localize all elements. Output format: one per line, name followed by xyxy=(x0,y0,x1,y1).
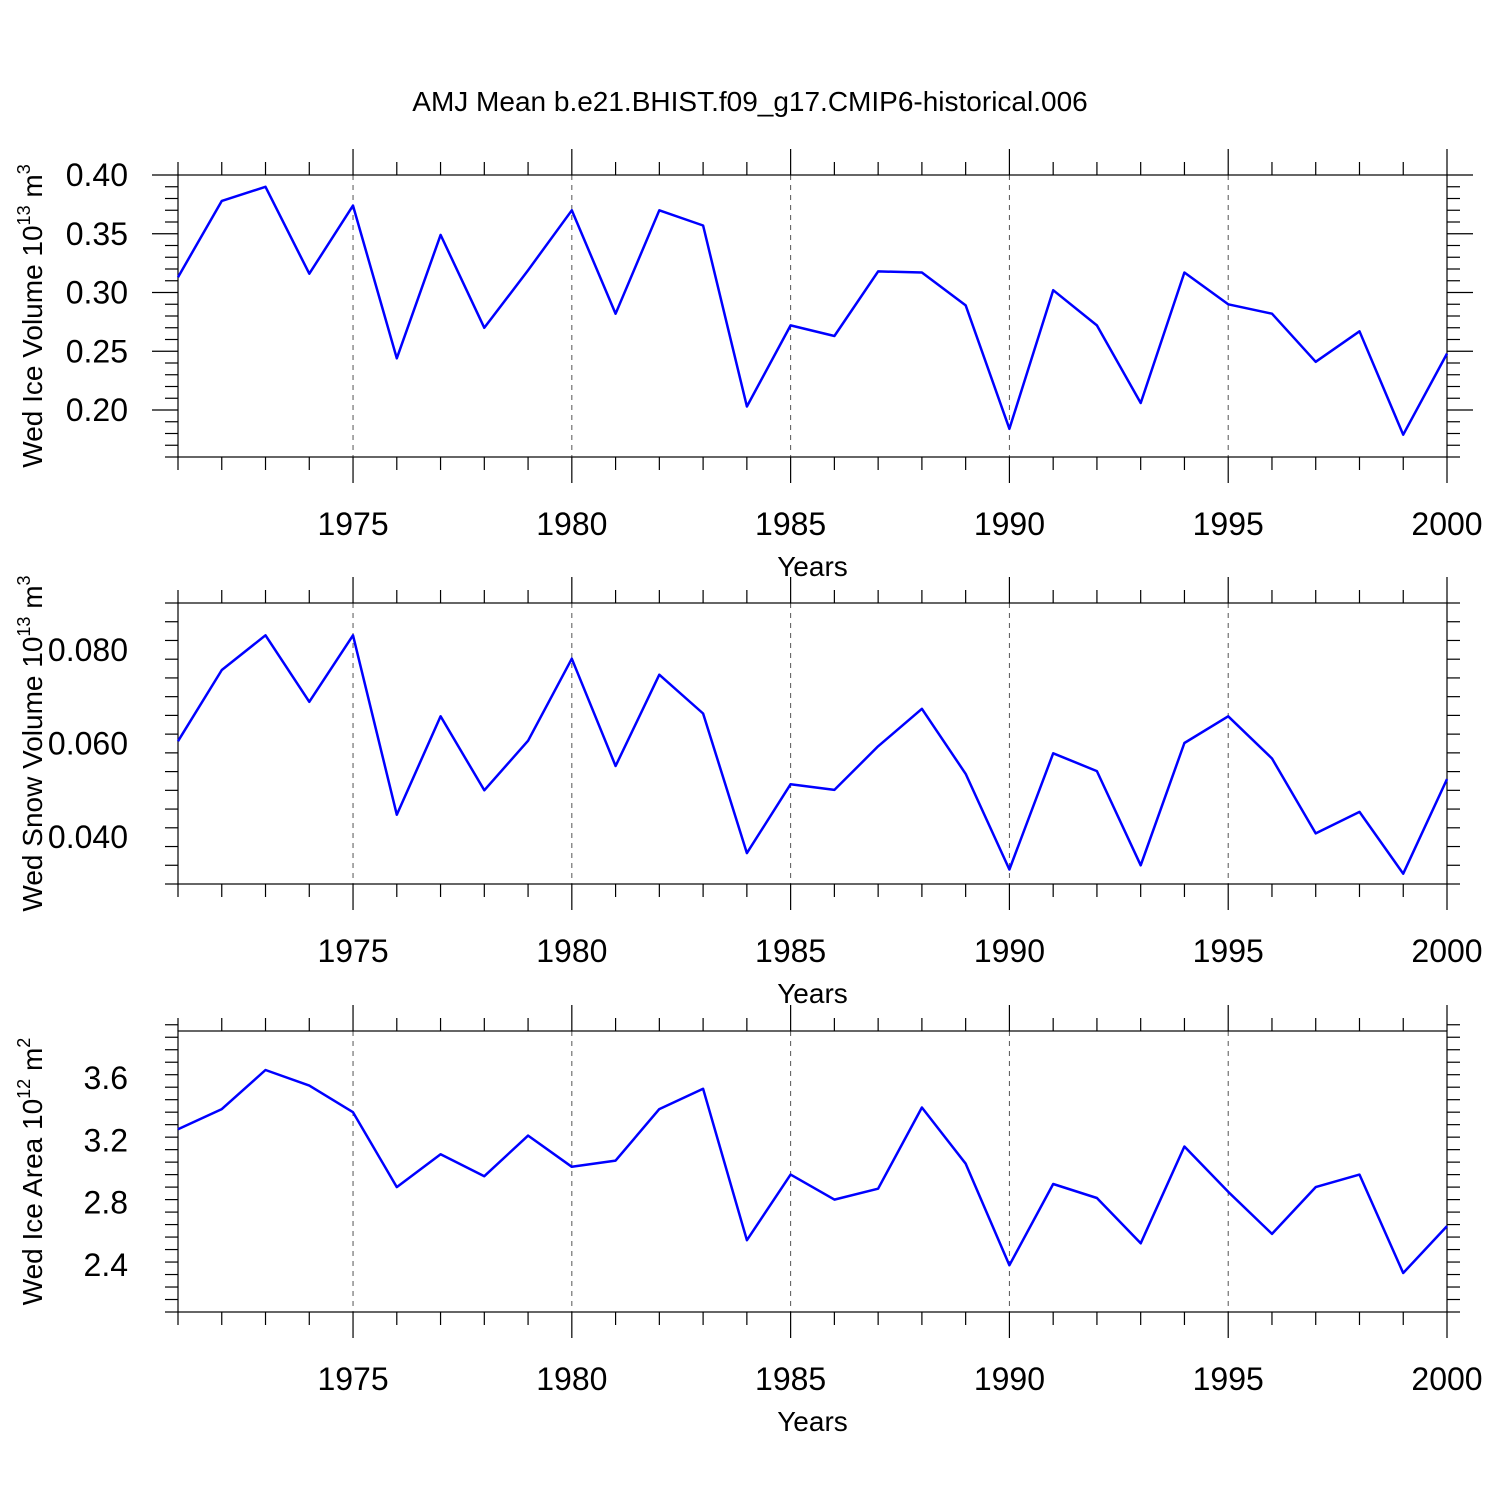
plot-frame xyxy=(177,602,1448,885)
x-tick-label: 2000 xyxy=(1411,1361,1482,1397)
x-tick-label: 1985 xyxy=(755,933,826,969)
panel-snow-volume: 1975 1980 1985 1990 1995 2000 Years 0.040 0.060 0… xyxy=(14,575,1483,1009)
x-axis-label: Years xyxy=(777,978,848,1009)
x-tick-label: 1975 xyxy=(317,933,388,969)
y-axis-label: Wed Snow Volume 1013 m3 xyxy=(14,575,48,911)
panel-ice-volume: 1975 1980 1985 1990 1995 2000 Years 0.20 0.25 0.3… xyxy=(14,149,1483,582)
y-tick-label: 0.30 xyxy=(66,275,128,311)
y-tick-label: 0.040 xyxy=(48,819,128,855)
x-tick-label: 1980 xyxy=(536,933,607,969)
x-tick-label: 1980 xyxy=(536,1361,607,1397)
x-tick-label: 1995 xyxy=(1193,506,1264,542)
x-tick-label: 2000 xyxy=(1411,933,1482,969)
x-tick-label: 1985 xyxy=(755,506,826,542)
x-tick-label: 1975 xyxy=(317,506,388,542)
y-tick-label: 0.40 xyxy=(66,157,128,193)
y-tick-label: 2.8 xyxy=(84,1185,128,1221)
y-tick-label: 0.25 xyxy=(66,333,128,369)
x-tick-label: 2000 xyxy=(1411,506,1482,542)
panel-ice-area: 1975 1980 1985 1990 1995 2000 Years 2.4 2.8 3.2 3.… xyxy=(14,1005,1483,1437)
x-axis-label: Years xyxy=(777,1406,848,1437)
y-tick-label: 0.20 xyxy=(66,392,128,428)
x-tick-label: 1990 xyxy=(974,1361,1045,1397)
y-tick-label: 3.6 xyxy=(84,1060,128,1096)
x-tick-label: 1990 xyxy=(974,506,1045,542)
plot-frame xyxy=(177,1030,1448,1313)
x-tick-label: 1985 xyxy=(755,1361,826,1397)
x-tick-label: 1980 xyxy=(536,506,607,542)
x-tick-label: 1990 xyxy=(974,933,1045,969)
series-line xyxy=(177,1068,1448,1275)
series-line xyxy=(176,185,1449,436)
plot-frame xyxy=(177,174,1448,458)
x-tick-label: 1995 xyxy=(1193,1361,1264,1397)
x-tick-label: 1995 xyxy=(1193,933,1264,969)
series-line xyxy=(176,634,1449,875)
y-axis-label: Wed Ice Volume 1013 m3 xyxy=(14,164,48,467)
y-tick-label: 0.060 xyxy=(48,726,128,762)
y-tick-label: 2.4 xyxy=(84,1247,128,1283)
x-axis-label: Years xyxy=(777,551,848,582)
y-tick-label: 0.080 xyxy=(48,632,128,668)
y-tick-label: 3.2 xyxy=(84,1122,128,1158)
y-tick-label: 0.35 xyxy=(66,216,128,252)
x-tick-label: 1975 xyxy=(317,1361,388,1397)
chart-title: AMJ Mean b.e21.BHIST.f09_g17.CMIP6-histo… xyxy=(412,86,1087,117)
y-axis-label: Wed Ice Area 1012 m2 xyxy=(14,1038,48,1306)
